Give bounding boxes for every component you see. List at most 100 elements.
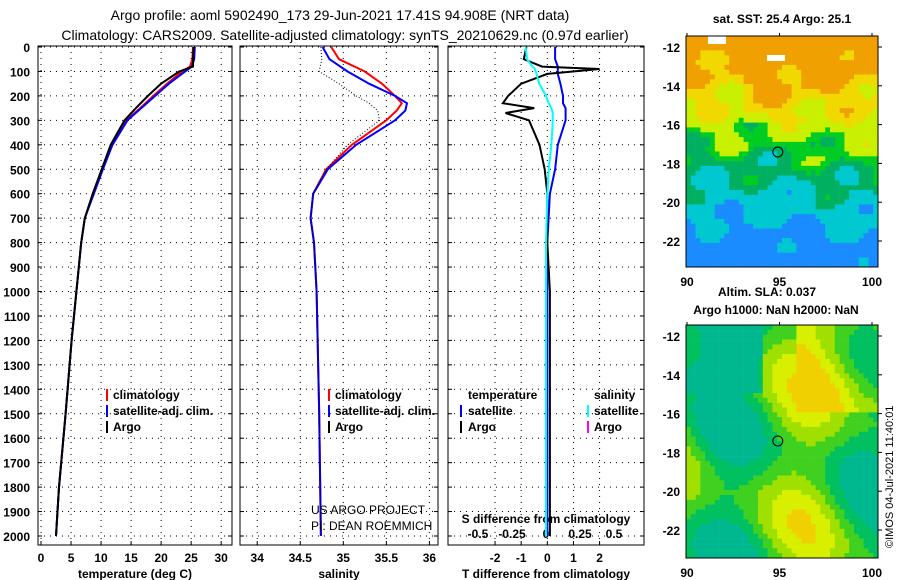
legend-swatch <box>328 389 330 401</box>
map-cell <box>714 553 720 559</box>
map-cell <box>782 98 788 104</box>
map-cell <box>758 36 764 42</box>
y-tick-label: 200 <box>10 90 30 104</box>
map-cell <box>786 329 792 336</box>
map-cell <box>854 393 860 399</box>
map-cell <box>690 103 696 109</box>
map-cell <box>810 519 816 525</box>
map-cell <box>767 257 773 263</box>
map-cell <box>767 354 773 360</box>
map-cell <box>753 485 759 491</box>
map-cell <box>734 426 740 433</box>
map-cell <box>782 485 788 491</box>
map-cell <box>724 354 730 360</box>
map-cell <box>796 393 802 399</box>
map-cell <box>700 55 706 61</box>
map-cell <box>868 242 874 249</box>
map-cell <box>734 36 740 42</box>
map-cell <box>738 441 744 447</box>
map-cell <box>719 388 725 394</box>
map-cell <box>820 132 826 138</box>
map-cell <box>690 64 696 71</box>
map-cell <box>830 141 836 148</box>
map-cell <box>772 441 778 447</box>
map-cell <box>863 180 869 186</box>
map-cell <box>700 519 706 525</box>
map-cell <box>820 69 826 75</box>
map-cell <box>767 151 773 157</box>
map-cell <box>839 470 845 476</box>
map-cell <box>777 60 783 66</box>
map-cell <box>738 93 744 99</box>
map-cell <box>695 470 701 476</box>
map-cell <box>834 383 840 389</box>
x-tick-label: -1 <box>516 551 527 565</box>
map-cell <box>825 538 831 544</box>
map-cell <box>791 480 797 486</box>
map-cell <box>863 233 869 239</box>
map-cell <box>810 528 816 535</box>
map-cell <box>806 180 812 186</box>
map-cell <box>772 363 778 369</box>
map-cell <box>738 504 744 510</box>
map-cell <box>844 170 850 176</box>
map-cell <box>830 499 836 505</box>
map-cell <box>738 334 744 340</box>
map-cell <box>868 485 874 491</box>
map-cell <box>806 528 812 535</box>
map-cell <box>714 407 720 413</box>
map-cell <box>825 339 831 345</box>
map-cell <box>806 344 812 350</box>
map-cell <box>873 446 879 452</box>
map-cell <box>705 436 711 442</box>
map-cell <box>743 553 749 559</box>
map-cell <box>695 84 701 90</box>
map-cell <box>839 84 845 90</box>
map-cell <box>801 103 807 109</box>
map-cell <box>786 460 792 467</box>
map-cell <box>686 441 692 447</box>
map-cell <box>686 538 692 544</box>
map-cell <box>810 514 816 520</box>
map-cell <box>777 209 783 215</box>
map-cell <box>863 524 869 530</box>
map-cell <box>767 548 773 554</box>
map-cell <box>782 514 788 520</box>
map-cell <box>724 137 730 143</box>
map-cell <box>729 368 735 374</box>
map-cell <box>868 137 874 143</box>
map-cell <box>844 504 850 510</box>
map-cell <box>705 373 711 379</box>
map-cell <box>786 257 792 263</box>
map-cell <box>830 137 836 143</box>
map-cell <box>743 494 749 501</box>
map-cell <box>710 359 716 365</box>
map-cell <box>806 422 812 428</box>
map-cell <box>767 446 773 452</box>
map-cell <box>734 127 740 133</box>
map-cell <box>834 344 840 350</box>
map-cell <box>767 325 773 331</box>
map-cell <box>777 422 783 428</box>
map-cell <box>767 514 773 520</box>
map-cell <box>753 84 759 90</box>
map-cell <box>801 60 807 66</box>
map-cell <box>782 170 788 176</box>
map-cell <box>791 127 797 133</box>
map-cell <box>825 93 831 99</box>
map-cell <box>734 84 740 90</box>
map-cell <box>868 334 874 340</box>
map-cell <box>786 514 792 520</box>
map-cell <box>801 436 807 442</box>
map-cell <box>834 490 840 496</box>
map-cell <box>734 349 740 355</box>
map-cell <box>767 359 773 365</box>
map-cell <box>849 218 855 225</box>
map-cell <box>796 329 802 336</box>
map-cell <box>854 344 860 350</box>
map-cell <box>695 451 701 457</box>
map-cell <box>854 214 860 220</box>
map-cell <box>873 247 879 253</box>
map-cell <box>830 441 836 447</box>
